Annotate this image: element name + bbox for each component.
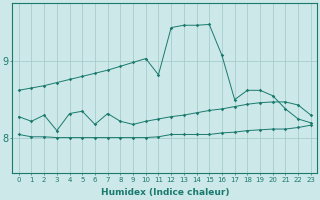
X-axis label: Humidex (Indice chaleur): Humidex (Indice chaleur) — [100, 188, 229, 197]
